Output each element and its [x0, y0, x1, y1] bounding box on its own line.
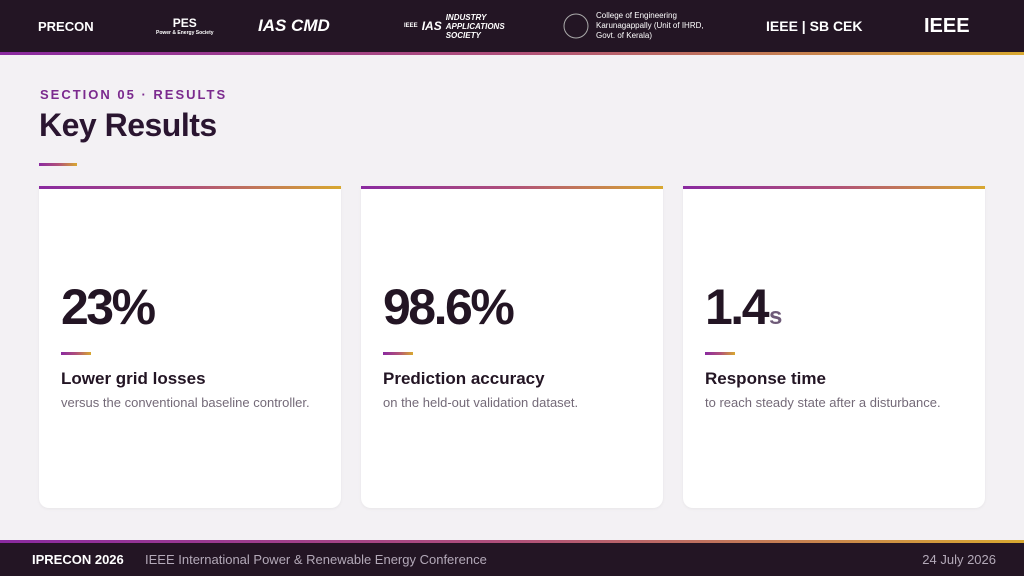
logo-text: IAS: [421, 19, 442, 33]
accent: [39, 163, 77, 166]
card-rule: [361, 186, 663, 189]
event: IPRECON 2026: [32, 552, 124, 567]
logo: College of Engineering Karunagappally (U…: [562, 0, 706, 52]
logo: IEEE | SB CEK: [766, 18, 863, 34]
footer-rule: [0, 540, 1024, 543]
stat-unit: s: [769, 303, 783, 330]
logo-text: Power & Energy Society: [156, 30, 214, 36]
logo: IEEE: [924, 14, 970, 37]
logo-text: PES: [172, 16, 197, 30]
card-accent: [705, 352, 735, 355]
section-label: SECTION 05 · RESULTS: [40, 87, 228, 102]
stat-number: 23%: [61, 279, 156, 335]
logo: IEEE IAS INDUSTRY APPLICATIONS SOCIETY: [404, 0, 510, 52]
stat-value: 1.4s: [705, 278, 782, 336]
card-accent: [383, 352, 413, 355]
stat-number: 98.6%: [383, 279, 515, 335]
date: 24 July 2026: [922, 552, 996, 567]
logo-text: College of Engineering Karunagappally (U…: [596, 11, 704, 40]
logo: PES Power & Energy Society: [156, 0, 214, 52]
logo-text: INDUSTRY APPLICATIONS SOCIETY: [445, 12, 505, 40]
card-accent: [61, 352, 91, 355]
card: 98.6% Prediction accuracy on the held-out …: [361, 186, 663, 508]
stat-label: Lower grid losses: [61, 369, 206, 388]
stat-description: versus the conventional baseline control…: [61, 395, 310, 410]
card: 23% Lower grid losses versus the conventio…: [39, 186, 341, 508]
title: Key Results: [39, 107, 217, 143]
stat-number: 1.4: [705, 279, 770, 335]
card: 1.4s Response time to reach steady state a…: [683, 186, 985, 508]
emblem: [563, 13, 589, 39]
stat-description: to reach steady state after a disturbanc…: [705, 395, 941, 410]
stat-value: 23%: [61, 278, 156, 336]
logo-text: IEEE: [404, 23, 418, 29]
stat-label: Response time: [705, 369, 826, 388]
header-rule: [0, 52, 1024, 55]
header: PRECON PES Power & Energy Society IAS CMD…: [0, 0, 1024, 55]
stat-value: 98.6%: [383, 278, 515, 336]
card-rule: [683, 186, 985, 189]
stat-label: Prediction accuracy: [383, 369, 545, 388]
logo: PRECON: [38, 18, 94, 34]
card-rule: [39, 186, 341, 189]
stat-description: on the held-out validation dataset.: [383, 395, 579, 410]
logo: IAS CMD: [258, 16, 330, 35]
conference: IEEE International Power & Renewable Ene…: [145, 552, 487, 567]
footer: IPRECON 2026 IEEE International Power & …: [0, 540, 1024, 576]
